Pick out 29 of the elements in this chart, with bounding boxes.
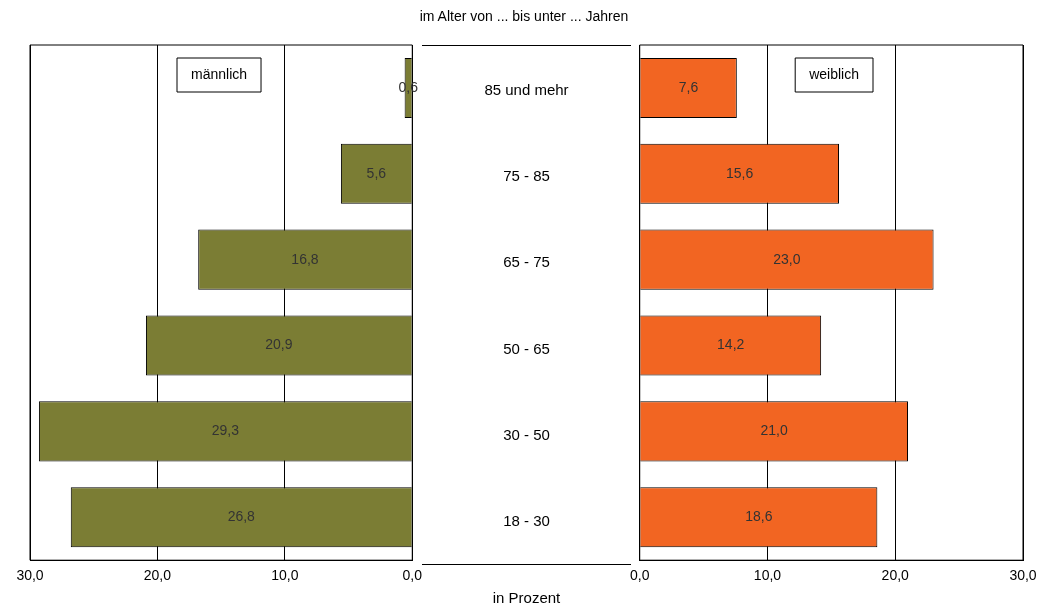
x-tick-label: 10,0	[753, 567, 782, 584]
x-tick-label: 0,0	[402, 567, 423, 584]
x-tick-label: 10,0	[271, 567, 299, 584]
x-tick-label: 0,0	[630, 567, 650, 584]
y-tick-label: 75 - 85	[502, 166, 551, 186]
y-tick-label: 50 - 65	[502, 338, 551, 359]
data-label: 7,6	[678, 78, 699, 95]
x-tick-label: 30,0	[1009, 567, 1037, 584]
data-label: 21,0	[760, 422, 788, 439]
data-label: 18,6	[745, 508, 773, 525]
text: im Alter von ... bis unter ... Jahren	[418, 8, 630, 24]
data-label: 16,8	[291, 250, 319, 267]
data-label: 23,0	[773, 250, 801, 267]
text: in Prozent	[491, 589, 562, 606]
x-tick-label: 20,0	[881, 567, 910, 584]
x-tick-label: 30,0	[16, 567, 44, 584]
y-tick-label: 18 - 30	[502, 511, 551, 532]
text: weiblich	[808, 65, 860, 82]
data-label: 20,9	[265, 336, 293, 353]
data-label: 14,2	[717, 336, 745, 353]
y-tick-label: 85 und mehr	[483, 79, 570, 100]
data-label: 26,8	[227, 508, 256, 525]
y-tick-label: 30 - 50	[502, 424, 551, 445]
data-label: 29,3	[211, 422, 240, 439]
data-label: 15,6	[726, 164, 754, 181]
data-label: 5,6	[366, 164, 387, 181]
y-tick-label: 65 - 75	[502, 252, 551, 273]
text: männlich	[191, 65, 248, 82]
x-tick-label: 20,0	[143, 567, 172, 584]
